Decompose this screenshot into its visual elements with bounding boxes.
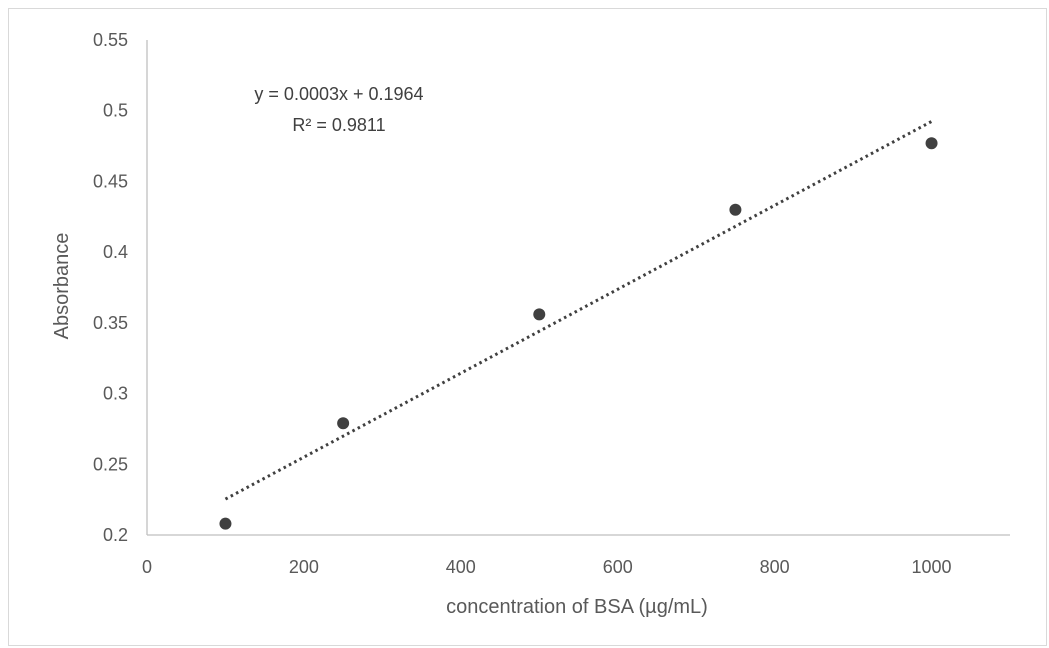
data-points xyxy=(219,137,938,530)
y-tick-label: 0.2 xyxy=(103,525,128,545)
trendline-equation: y = 0.0003x + 0.1964 xyxy=(254,84,423,104)
x-tick-labels: 0 200 400 600 800 1000 xyxy=(142,557,952,577)
y-tick-labels: 0.2 0.25 0.3 0.35 0.4 0.45 0.5 0.55 xyxy=(93,30,128,545)
y-tick-label: 0.45 xyxy=(93,171,128,191)
x-tick-label: 800 xyxy=(760,557,790,577)
axes xyxy=(146,40,1010,536)
data-point xyxy=(925,137,938,150)
x-tick-label: 400 xyxy=(446,557,476,577)
x-tick-label: 200 xyxy=(289,557,319,577)
y-tick-label: 0.35 xyxy=(93,313,128,333)
y-tick-label: 0.4 xyxy=(103,242,128,262)
data-point xyxy=(219,517,232,530)
y-axis-title: Absorbance xyxy=(51,233,73,340)
y-tick-label: 0.25 xyxy=(93,454,128,474)
x-tick-label: 0 xyxy=(142,557,152,577)
data-point xyxy=(729,203,742,216)
y-tick-label: 0.3 xyxy=(103,384,128,404)
y-tick-label: 0.5 xyxy=(103,101,128,121)
chart-area xyxy=(8,8,1047,646)
r-squared-label: R² = 0.9811 xyxy=(292,115,385,135)
x-axis-title: concentration of BSA (µg/mL) xyxy=(446,596,708,618)
data-point xyxy=(337,417,350,430)
data-point xyxy=(533,308,546,321)
x-tick-label: 600 xyxy=(603,557,633,577)
y-tick-label: 0.55 xyxy=(93,30,128,50)
x-tick-label: 1000 xyxy=(912,557,952,577)
linear-trendline xyxy=(224,120,933,501)
